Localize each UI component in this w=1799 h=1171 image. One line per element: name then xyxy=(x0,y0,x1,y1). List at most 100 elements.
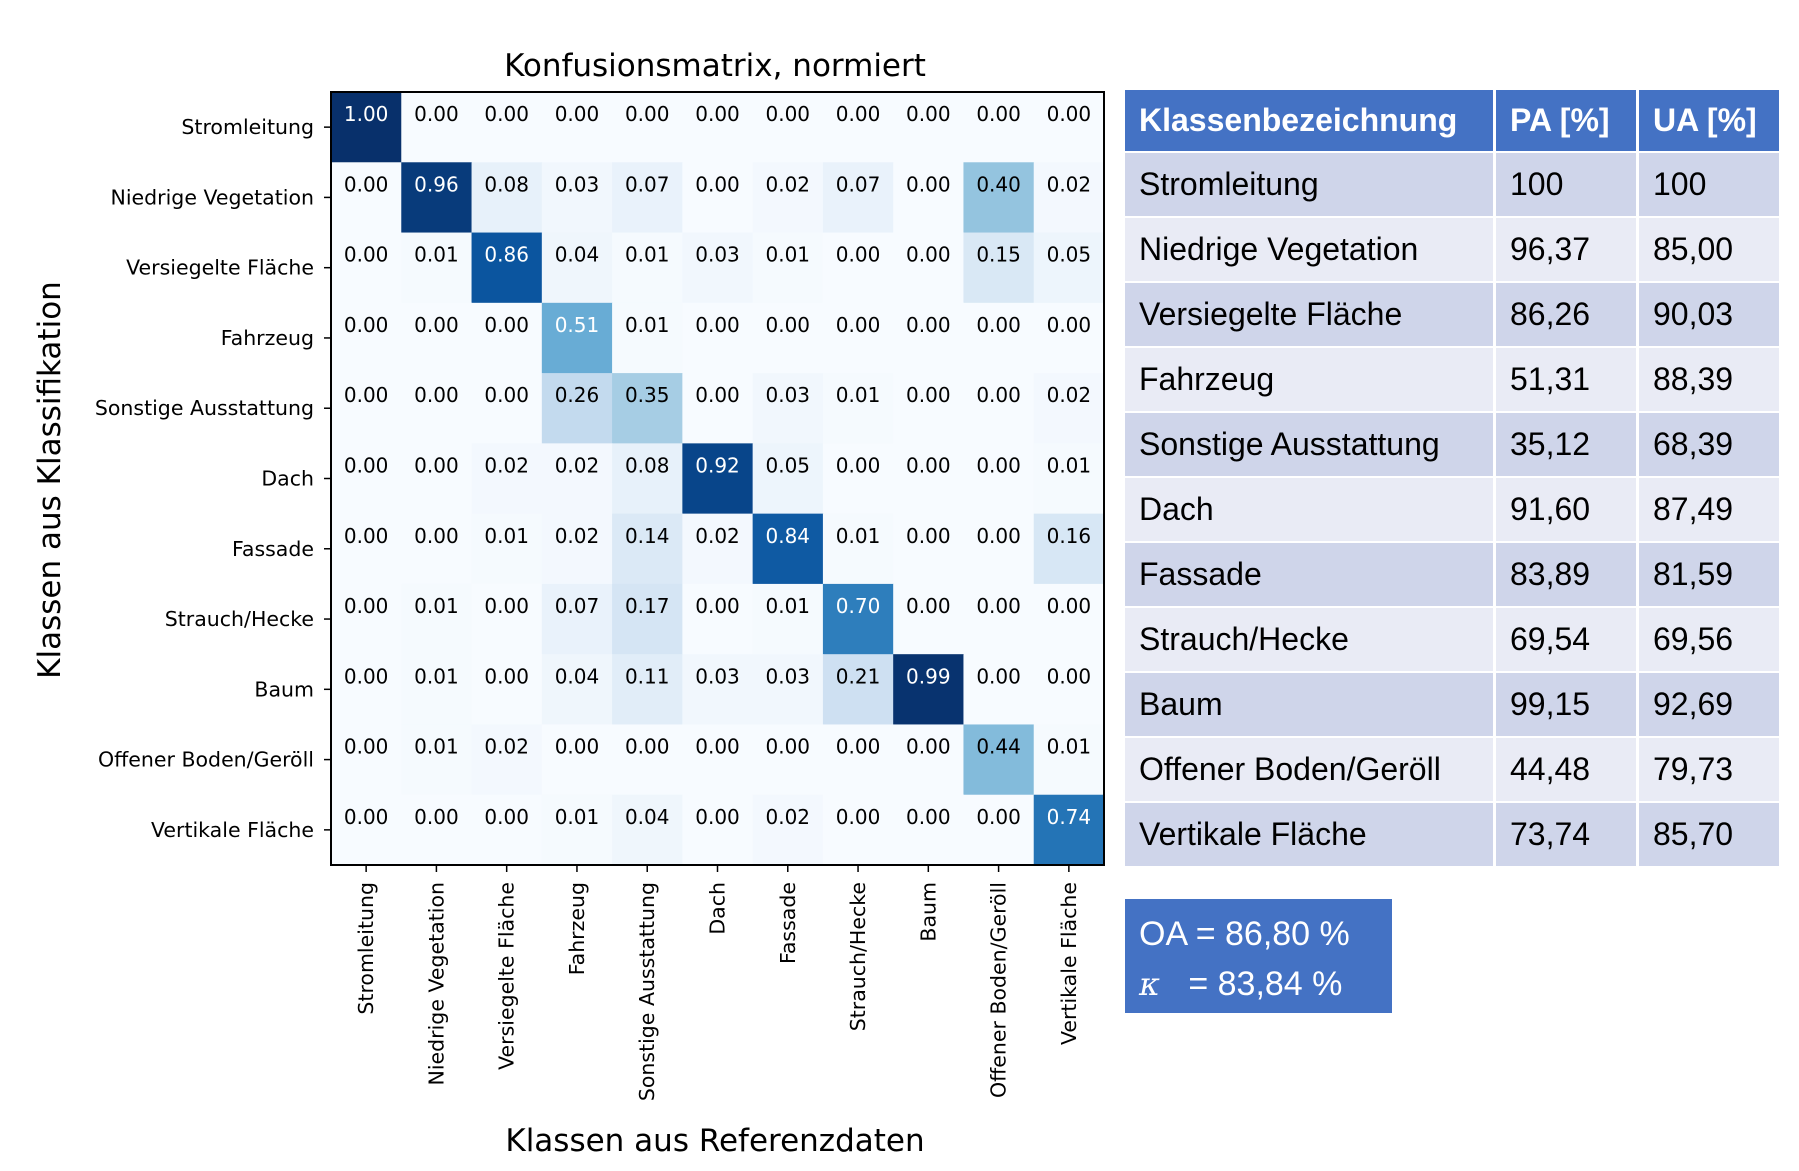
heatmap-cell xyxy=(401,162,473,234)
heatmap-cell xyxy=(682,583,754,655)
heatmap-cell xyxy=(893,92,964,163)
cell-value-label: 0.00 xyxy=(484,313,529,337)
cell-value-label: 0.02 xyxy=(555,524,600,548)
cell-value-label: 0.00 xyxy=(906,594,951,618)
heatmap-cell xyxy=(1033,162,1105,234)
heatmap-cell xyxy=(963,443,1035,515)
cell-value-label: 0.00 xyxy=(484,594,529,618)
x-tick-label: Stromleitung xyxy=(354,882,378,1015)
heatmap-cell xyxy=(331,654,402,725)
heatmap-cell xyxy=(471,232,543,304)
cell-value-label: 0.01 xyxy=(414,594,459,618)
x-tick-label: Niedrige Vegetation xyxy=(424,882,448,1085)
heatmap-cell xyxy=(1033,654,1105,725)
heatmap-cell xyxy=(1033,443,1105,515)
pa-cell: 69,54 xyxy=(1494,607,1639,673)
heatmap-cell xyxy=(1033,513,1105,585)
cell-value-label: 0.01 xyxy=(414,243,459,267)
heatmap-cell xyxy=(682,794,754,866)
cell-value-label: 0.07 xyxy=(836,172,881,196)
accuracy-table: Klassenbezeichnung PA [%] UA [%] Stromle… xyxy=(1125,90,1782,868)
cell-value-label: 0.00 xyxy=(695,102,740,126)
y-tick-label: Vertikale Fläche xyxy=(151,818,314,842)
cell-value-label: 0.02 xyxy=(766,805,811,829)
cell-value-label: 0.99 xyxy=(906,664,951,688)
cell-value-label: 0.01 xyxy=(766,594,811,618)
y-tick-label: Baum xyxy=(254,677,314,701)
heatmap-cell xyxy=(682,724,754,796)
heatmap-cell xyxy=(682,513,754,585)
heatmap-cell xyxy=(822,232,894,304)
heatmap-cell xyxy=(682,302,754,374)
heatmap-cell xyxy=(541,654,613,725)
heatmap-cell xyxy=(331,302,402,374)
table-row: Strauch/Hecke 69,54 69,56 xyxy=(1125,607,1782,673)
class-name-cell: Fassade xyxy=(1125,542,1496,608)
heatmap-cell xyxy=(752,794,824,866)
heatmap-cell xyxy=(612,302,683,374)
cell-value-label: 0.00 xyxy=(344,313,389,337)
x-tick-label: Versiegelte Fläche xyxy=(495,882,519,1070)
cell-value-label: 0.00 xyxy=(344,594,389,618)
heatmap-cell xyxy=(331,794,402,866)
cell-value-label: 0.01 xyxy=(414,735,459,759)
heatmap-cell xyxy=(471,724,543,796)
cell-value-label: 0.00 xyxy=(1047,102,1092,126)
class-name-cell: Offener Boden/Geröll xyxy=(1125,737,1496,803)
cell-value-label: 0.00 xyxy=(836,805,881,829)
kappa-symbol: κ xyxy=(1139,965,1160,1003)
header-ua: UA [%] xyxy=(1637,90,1782,153)
cell-value-label: 0.00 xyxy=(976,594,1021,618)
table-row: Sonstige Ausstattung 35,12 68,39 xyxy=(1125,412,1782,478)
heatmap-cell xyxy=(401,513,473,585)
ua-cell: 69,56 xyxy=(1637,607,1782,673)
cell-value-label: 0.03 xyxy=(695,664,740,688)
cell-value-label: 0.00 xyxy=(976,805,1021,829)
heatmap-cell xyxy=(682,654,754,725)
cell-value-label: 0.00 xyxy=(906,102,951,126)
cell-value-label: 0.00 xyxy=(695,172,740,196)
heatmap-cell xyxy=(963,583,1035,655)
cell-value-label: 0.00 xyxy=(344,243,389,267)
pa-cell: 96,37 xyxy=(1494,217,1639,283)
cell-value-label: 0.00 xyxy=(836,243,881,267)
cell-value-label: 0.00 xyxy=(976,524,1021,548)
heatmap-cell xyxy=(612,162,683,234)
heatmap-cell xyxy=(401,583,473,655)
y-tick-label: Fassade xyxy=(232,537,314,561)
pa-cell: 86,26 xyxy=(1494,282,1639,348)
cell-value-label: 1.00 xyxy=(344,102,389,126)
heatmap-cell xyxy=(893,443,964,515)
cell-value-label: 0.74 xyxy=(1047,805,1092,829)
heatmap-cell xyxy=(752,302,824,374)
cell-value-label: 0.00 xyxy=(836,313,881,337)
cell-value-label: 0.00 xyxy=(1047,664,1092,688)
x-axis-ticks: Stromleitung Niedrige Vegetation Versiegel… xyxy=(354,865,1081,1101)
heatmap-cell xyxy=(822,443,894,515)
heatmap-cell xyxy=(1033,583,1105,655)
heatmap-cell xyxy=(471,794,543,866)
heatmap-cell xyxy=(471,654,543,725)
cell-value-label: 0.00 xyxy=(344,664,389,688)
cell-value-label: 0.16 xyxy=(1047,524,1092,548)
cell-value-label: 0.00 xyxy=(625,735,670,759)
x-tick-label: Strauch/Hecke xyxy=(846,882,870,1031)
heatmap-cell xyxy=(893,583,964,655)
heatmap-cell xyxy=(963,724,1035,796)
heatmap-cell xyxy=(963,232,1035,304)
cell-value-label: 0.17 xyxy=(625,594,670,618)
cell-value-label: 0.00 xyxy=(906,454,951,478)
cell-value-label: 0.00 xyxy=(484,805,529,829)
heatmap-cell xyxy=(401,794,473,866)
cell-value-label: 0.00 xyxy=(766,102,811,126)
cell-value-label: 0.00 xyxy=(484,102,529,126)
pa-cell: 91,60 xyxy=(1494,477,1639,543)
cell-value-label: 0.00 xyxy=(976,313,1021,337)
table-row: Versiegelte Fläche 86,26 90,03 xyxy=(1125,282,1782,348)
heatmap-cell xyxy=(471,302,543,374)
heatmap-cell xyxy=(822,654,894,725)
y-tick-label: Versiegelte Fläche xyxy=(126,256,314,280)
cell-value-label: 0.00 xyxy=(766,735,811,759)
heatmap-cell xyxy=(401,373,473,444)
heatmap-cell xyxy=(893,232,964,304)
